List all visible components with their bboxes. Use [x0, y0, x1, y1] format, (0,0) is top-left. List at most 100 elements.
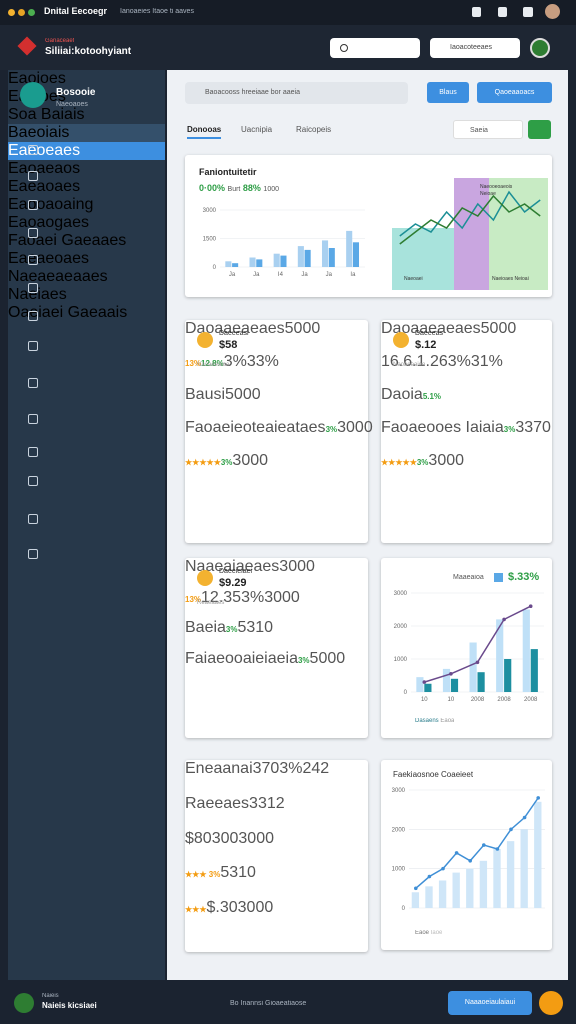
icon[interactable]: [523, 7, 533, 17]
stat-card: Daeeeas $.12 Naoaeeaioe Daoaaeaeaes5000 16.6…: [381, 320, 552, 543]
line: [415, 797, 539, 889]
point: [522, 815, 527, 820]
point: [427, 874, 432, 879]
icon[interactable]: [472, 7, 481, 17]
legend-text: Neioae: [480, 191, 496, 197]
button[interactable]: Blaus: [427, 82, 469, 103]
menu-item[interactable]: Eaeaoaes: [8, 178, 81, 195]
row: ★★★ 3%5310: [185, 864, 368, 899]
window-title: Dnital Eecoegr: [44, 6, 108, 16]
search[interactable]: Baoacooss hreeiaae bor aaeia: [185, 82, 408, 104]
search-box[interactable]: [330, 38, 420, 58]
point: [449, 672, 453, 676]
tab[interactable]: Donooas: [187, 125, 222, 139]
bar: [534, 801, 542, 908]
row: 16.6.1.263%31%: [381, 353, 552, 386]
point: [502, 617, 506, 622]
point: [495, 847, 500, 851]
cell: 370: [252, 760, 280, 777]
highlight: [454, 178, 489, 290]
point: [454, 851, 459, 855]
point: [441, 866, 445, 871]
cell: 16.6.: [381, 353, 417, 370]
cell: ★★★: [185, 905, 207, 915]
bar: [450, 678, 459, 692]
x-tick-label: Ja: [326, 272, 333, 278]
cell: ★★★★★: [185, 458, 221, 467]
select[interactable]: Saeia: [453, 120, 523, 139]
bar: [438, 880, 447, 908]
menu-item[interactable]: Eaoaogaes: [8, 214, 89, 231]
menu-item[interactable]: Eaoioes: [8, 70, 66, 87]
row: Raeeaes3312: [185, 795, 368, 830]
cell: 3%: [279, 760, 303, 777]
menu-icon: [28, 311, 38, 321]
bar: [425, 886, 433, 908]
cell: 3312: [249, 794, 285, 812]
forecast-card: Faekiaosnoe Coaeieet 0 1000 2000 3000 Eaoe …: [381, 760, 552, 950]
row: Faiaeooaieiaeia3%5000: [185, 650, 368, 681]
x-tick-label: 10: [421, 697, 428, 703]
legend-text: Naeoaei: [404, 276, 423, 282]
logo: [17, 36, 37, 56]
y-tick-label: 2000: [394, 624, 408, 630]
bar: [466, 868, 474, 908]
card-value: $9.29: [219, 577, 247, 589]
menu-item[interactable]: Eaoaeaos: [8, 160, 81, 177]
fab[interactable]: [539, 991, 563, 1015]
x-tick-label: 2008: [471, 697, 485, 703]
dot[interactable]: [18, 9, 25, 16]
dot[interactable]: [8, 9, 15, 16]
avatar[interactable]: [545, 4, 560, 19]
menu-item[interactable]: Naeiaes: [8, 286, 67, 303]
bar: [328, 248, 335, 267]
bar: [273, 253, 280, 267]
tab[interactable]: Raicopeis: [296, 125, 332, 134]
x-tick-label: 10: [448, 697, 455, 703]
tab[interactable]: Uacnipia: [241, 125, 273, 134]
icon[interactable]: [498, 7, 507, 17]
menu-item[interactable]: Eaeoeaes: [8, 142, 165, 160]
cell: Baeia: [185, 619, 226, 636]
row: Bausi5000: [185, 386, 368, 419]
dropdown[interactable]: Iaoacoteeaes: [430, 38, 520, 58]
menu-icon: [28, 228, 38, 238]
button[interactable]: Naaaoeiaulaiaui: [448, 991, 532, 1015]
line: [399, 190, 541, 237]
avatar[interactable]: [530, 38, 550, 58]
card-title: Maaeaioa: [453, 574, 484, 581]
bar: [297, 246, 304, 267]
bar: [530, 649, 538, 692]
bar: [469, 642, 477, 692]
cell: 3370: [515, 419, 551, 436]
cell: 3%: [416, 458, 429, 467]
brand-top: Ganaceaet: [45, 38, 75, 44]
legend-item: Eaoe: [415, 930, 430, 936]
cell: Faoaeooes Iaiaia: [381, 419, 504, 436]
x-tick-label: 2008: [524, 697, 538, 703]
row: 13%12.353%3000: [185, 589, 368, 620]
card-value: $58: [219, 339, 238, 351]
button[interactable]: Qaoeaaoacs: [477, 82, 552, 103]
bar: [496, 619, 504, 692]
stat-card: Daeeeasi $58 Naoaeeaioe Daoaaeaeaes5000 13%1…: [185, 320, 373, 543]
dot[interactable]: [28, 9, 35, 16]
y-tick-label: 1000: [394, 657, 408, 663]
menu-item[interactable]: Baeoiais: [8, 124, 165, 142]
icon: [494, 573, 503, 582]
menu-item[interactable]: Soa Baiais: [8, 106, 85, 123]
legend: Eaoe Iaoe: [415, 930, 442, 936]
cell: 33%: [246, 353, 279, 370]
bar: [506, 841, 515, 908]
cell: 3000: [337, 419, 373, 436]
profile-name: Bosooie: [56, 87, 96, 98]
menu-item[interactable]: Naeaeaeaaes: [8, 268, 108, 285]
row: 13%12.8%3%33%: [185, 353, 368, 386]
cell: 5000: [225, 386, 261, 403]
cell: 3%: [447, 353, 471, 370]
row: ★★★★★3%3000: [185, 452, 368, 485]
card-icon: [197, 332, 213, 348]
area: [392, 228, 454, 290]
legend-text: Naeioaes Neioai: [492, 276, 529, 282]
button[interactable]: [528, 120, 551, 139]
